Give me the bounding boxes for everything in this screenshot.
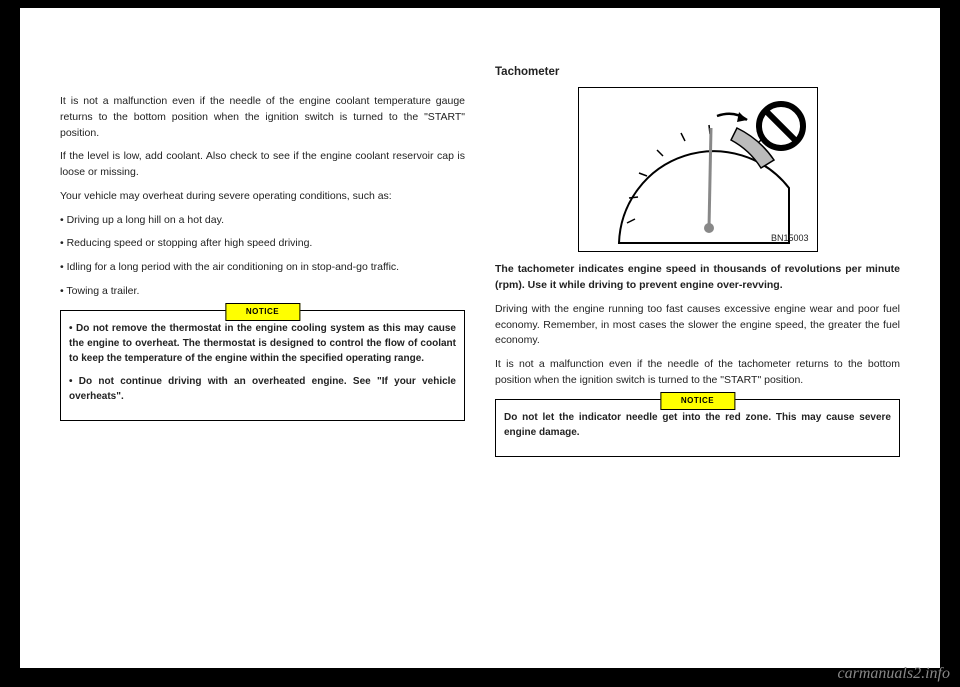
body-text: Your vehicle may overheat during severe … xyxy=(60,189,465,205)
body-text: If the level is low, add coolant. Also c… xyxy=(60,149,465,181)
bullet-item: • Idling for a long period with the air … xyxy=(60,260,465,276)
bullet-item: • Reducing speed or stopping after high … xyxy=(60,236,465,252)
bullet-item: • Driving up a long hill on a hot day. xyxy=(60,213,465,229)
section-title: Tachometer xyxy=(495,64,900,81)
figure-id: BN15003 xyxy=(771,232,809,246)
tachometer-icon xyxy=(579,88,819,253)
right-column: Tachometer xyxy=(495,58,900,658)
manual-page: It is not a malfunction even if the need… xyxy=(20,8,940,668)
notice-text: • Do not remove the thermostat in the en… xyxy=(69,321,456,366)
watermark: carmanuals2.info xyxy=(838,665,950,683)
column-layout: It is not a malfunction even if the need… xyxy=(60,58,900,658)
body-text-bold: The tachometer indicates engine speed in… xyxy=(495,262,900,294)
notice-text: Do not let the indicator needle get into… xyxy=(504,410,891,440)
notice-label: NOTICE xyxy=(225,303,300,321)
body-text: It is not a malfunction even if the need… xyxy=(60,94,465,141)
notice-box: NOTICE Do not let the indicator needle g… xyxy=(495,399,900,457)
notice-box: NOTICE • Do not remove the thermostat in… xyxy=(60,310,465,421)
bullet-item: • Towing a trailer. xyxy=(60,284,465,300)
body-text: Driving with the engine running too fast… xyxy=(495,302,900,349)
tachometer-figure: BN15003 xyxy=(578,87,818,252)
left-column: It is not a malfunction even if the need… xyxy=(60,58,465,658)
body-text: It is not a malfunction even if the need… xyxy=(495,357,900,389)
notice-label: NOTICE xyxy=(660,392,735,410)
notice-text: • Do not continue driving with an overhe… xyxy=(69,374,456,404)
